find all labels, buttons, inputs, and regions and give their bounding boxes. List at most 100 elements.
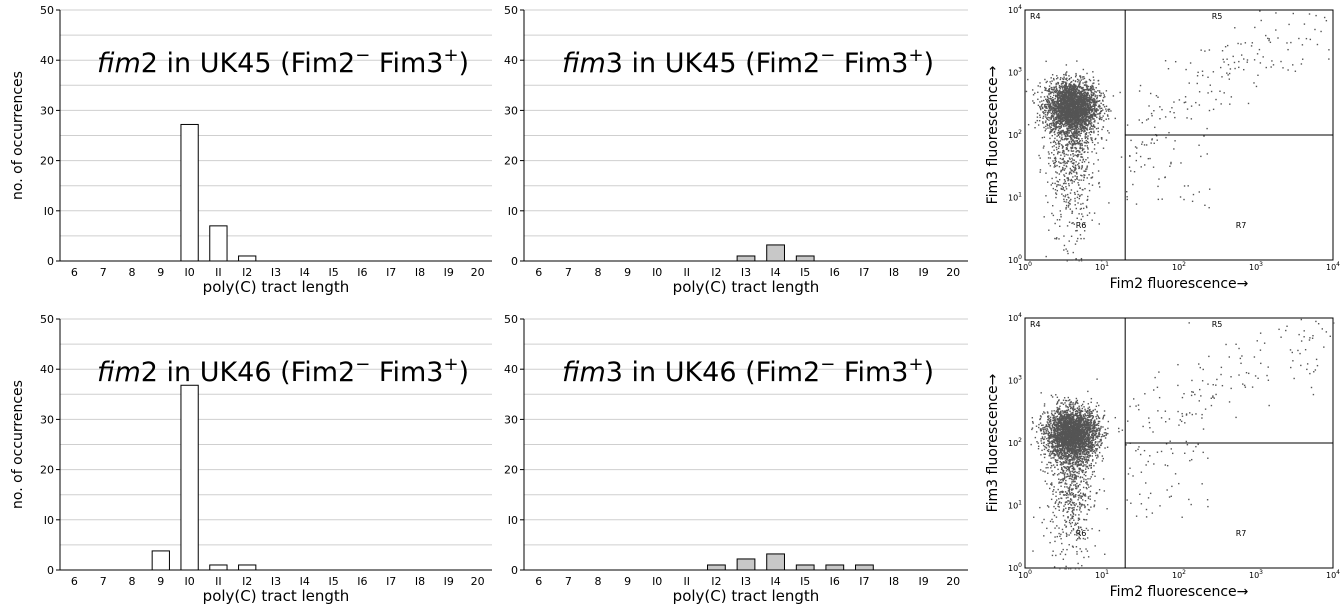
cluster-point <box>1092 118 1094 120</box>
cluster-point <box>1083 457 1086 459</box>
cluster-point <box>1066 112 1068 114</box>
x-tick-label: I5 <box>800 575 810 588</box>
tail-point <box>1089 114 1091 116</box>
cluster-point <box>1102 435 1104 437</box>
cluster-point <box>1092 113 1095 115</box>
cluster-point <box>1103 112 1106 115</box>
tail-point <box>1071 210 1074 213</box>
cluster-point <box>1073 99 1075 102</box>
cluster-point <box>1060 110 1062 112</box>
cluster-point <box>1049 433 1052 436</box>
tail-point <box>1061 136 1063 138</box>
cluster-point <box>1077 89 1080 92</box>
tail-point <box>1045 172 1047 174</box>
cluster-point <box>1079 95 1081 98</box>
cluster-point <box>1071 407 1073 409</box>
cluster-point <box>1048 94 1050 96</box>
tail-point <box>1060 171 1062 173</box>
cluster-point <box>1103 415 1105 417</box>
cluster-point <box>1077 95 1079 97</box>
y-tick-label: 30 <box>40 104 54 117</box>
cluster-point <box>1089 413 1091 415</box>
tail-point <box>1059 142 1061 145</box>
tail-point <box>1081 156 1084 158</box>
tail-point <box>1064 167 1066 170</box>
cluster-point <box>1041 136 1044 139</box>
tail-point <box>1067 206 1070 208</box>
sparse-point <box>1159 118 1161 120</box>
cluster-point <box>1043 106 1046 108</box>
cluster-point <box>1084 124 1087 126</box>
cluster-point <box>1066 87 1069 90</box>
cluster-point <box>1085 442 1088 445</box>
cluster-point <box>1069 89 1072 91</box>
sparse-point <box>1169 165 1171 167</box>
tail-point <box>1076 117 1078 119</box>
cluster-point <box>1075 101 1077 103</box>
cluster-point <box>1088 106 1090 109</box>
cluster-point <box>1058 94 1060 96</box>
cluster-point <box>1067 409 1069 412</box>
x-tick-label: 20 <box>946 266 960 279</box>
tail-point <box>1083 141 1086 144</box>
tail-point <box>1082 111 1085 114</box>
cluster-point <box>1091 439 1093 441</box>
cluster-point <box>1097 80 1099 82</box>
sparse-point <box>1229 68 1232 70</box>
cluster-point <box>1057 104 1059 106</box>
sparse-point <box>1267 37 1269 40</box>
y-tick-label: 104 <box>1008 4 1022 15</box>
cluster-point <box>1045 60 1047 63</box>
cluster-point <box>1087 89 1090 92</box>
cluster-point <box>1073 98 1076 100</box>
cluster-point <box>1046 117 1048 119</box>
tail-point <box>1062 157 1065 160</box>
tail-point <box>1076 122 1079 124</box>
cluster-point <box>1051 135 1053 137</box>
tail-point <box>1066 128 1069 131</box>
cluster-point <box>1080 124 1083 126</box>
x-tick-label: 8 <box>595 575 602 588</box>
cluster-point <box>1044 105 1046 108</box>
tail-point <box>1056 106 1059 108</box>
cluster-point <box>1036 112 1039 115</box>
cluster-point <box>1044 104 1046 106</box>
cluster-point <box>1072 121 1074 123</box>
tail-point <box>1053 120 1056 122</box>
cluster-point <box>1071 421 1074 424</box>
x-tick-label: 103 <box>1249 261 1263 272</box>
cluster-point <box>1082 120 1084 122</box>
cluster-point <box>1074 93 1077 95</box>
sparse-point <box>1202 74 1204 77</box>
tail-point <box>1078 213 1080 215</box>
tail-point <box>1049 123 1051 125</box>
cluster-point <box>1083 90 1085 92</box>
cluster-point <box>1088 117 1090 120</box>
tail-point <box>1068 130 1071 132</box>
cluster-point <box>1097 417 1100 419</box>
tail-point <box>1084 127 1086 129</box>
sparse-point <box>1226 58 1228 60</box>
cluster-point <box>1094 108 1096 111</box>
cluster-point <box>1043 405 1046 407</box>
sparse-point <box>1145 119 1148 121</box>
cluster-point <box>1071 100 1074 103</box>
cluster-point <box>1067 406 1069 409</box>
cluster-point <box>1081 101 1084 103</box>
x-tick-label: I8 <box>415 575 425 588</box>
cluster-point <box>1073 458 1075 460</box>
tail-point <box>1079 126 1082 128</box>
tail-point <box>1055 196 1057 199</box>
y-tick-label: 50 <box>504 313 518 326</box>
cluster-point <box>1049 434 1052 436</box>
tail-point <box>1059 157 1062 160</box>
cluster-point <box>1053 91 1056 93</box>
cluster-point <box>1058 127 1061 130</box>
tail-point <box>1055 118 1058 120</box>
cluster-point <box>1053 106 1055 108</box>
cluster-point <box>1087 104 1090 107</box>
tail-point <box>1063 133 1066 136</box>
tail-point <box>1069 127 1071 130</box>
cluster-point <box>1074 100 1077 102</box>
x-axis-label: poly(C) tract length <box>673 587 820 605</box>
